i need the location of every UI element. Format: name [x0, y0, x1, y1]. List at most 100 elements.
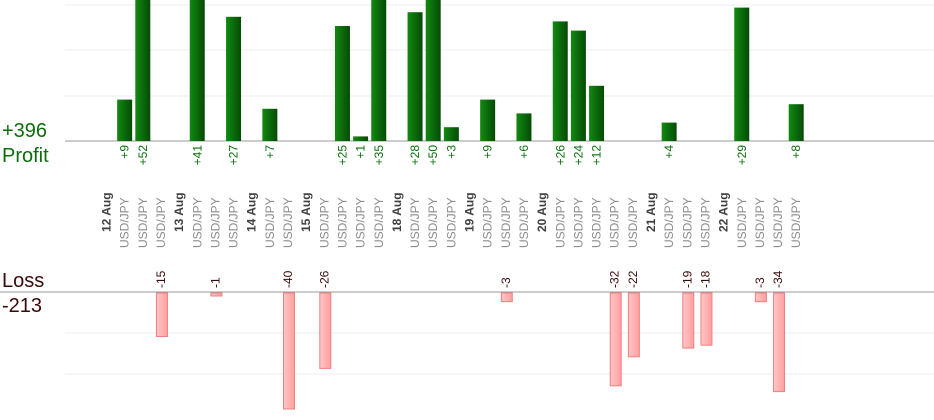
pair-label: USD/JPY: [680, 197, 694, 248]
profit-value-label: +25: [335, 145, 349, 166]
profit-value-label: +41: [190, 145, 204, 166]
date-label: 18 Aug: [390, 192, 404, 232]
grid-lines: [65, 4, 934, 375]
profit-value-label: +35: [372, 145, 386, 166]
profit-value-label: +26: [553, 145, 567, 166]
pair-label: USD/JPY: [735, 197, 749, 248]
date-label: 20 Aug: [535, 192, 549, 232]
pair-label: USD/JPY: [753, 197, 767, 248]
date-label: 14 Aug: [245, 192, 259, 232]
profit-bar: [371, 0, 387, 141]
pair-label: USD/JPY: [771, 197, 785, 248]
loss-bar: [500, 292, 513, 303]
profit-bar: [661, 122, 677, 141]
pair-label: USD/JPY: [698, 197, 712, 248]
pair-label: USD/JPY: [317, 197, 331, 248]
loss-total: -213: [2, 295, 43, 317]
pair-label: USD/JPY: [208, 197, 222, 248]
profit-bar: [788, 104, 804, 141]
profit-value-label: +12: [590, 145, 604, 166]
profit-bar: [334, 26, 350, 141]
profit-bar: [443, 127, 459, 141]
date-label: 19 Aug: [463, 192, 477, 232]
profit-bar: [480, 99, 496, 141]
loss-bar: [773, 292, 786, 393]
pair-label: USD/JPY: [372, 197, 386, 248]
loss-label: Loss: [2, 270, 45, 292]
loss-bar: [283, 292, 295, 410]
pair-label: USD/JPY: [190, 197, 204, 248]
profit-bar: [570, 30, 586, 142]
profit-bar: [353, 136, 369, 141]
loss-bar: [210, 292, 223, 297]
pair-label: USD/JPY: [426, 197, 440, 248]
profit-bar: [425, 0, 441, 141]
date-label: 12 Aug: [100, 192, 114, 232]
profit-value-label: +8: [789, 145, 803, 159]
labels: 12 Aug USD/JPY +9 USD/JPY +52 USD/JPY -15 13 Au…: [100, 145, 804, 288]
pair-label: USD/JPY: [263, 197, 277, 248]
profit-bar: [589, 85, 605, 141]
pair-label: USD/JPY: [281, 197, 295, 248]
profit-bar: [135, 0, 151, 141]
loss-bar: [682, 292, 695, 349]
profit-value-label: +24: [571, 145, 585, 166]
profit-value-label: +9: [481, 145, 495, 159]
loss-bar: [627, 292, 640, 358]
date-label: 15 Aug: [299, 192, 313, 232]
profit-value-label: +4: [662, 145, 676, 159]
profit-bar: [226, 16, 242, 141]
loss-bar: [700, 292, 713, 346]
loss-value-label: -3: [753, 277, 767, 288]
profit-value-label: +29: [735, 145, 749, 166]
profit-value-label: +27: [227, 145, 241, 166]
date-label: 21 Aug: [644, 192, 658, 232]
loss-value-label: -34: [771, 270, 785, 288]
loss-value-label: -40: [281, 270, 295, 288]
bars: [117, 0, 804, 410]
loss-bar: [754, 292, 767, 303]
date-label: 13 Aug: [172, 192, 186, 232]
loss-value-label: -1: [208, 277, 222, 288]
loss-value-label: -26: [317, 270, 331, 288]
pair-label: USD/JPY: [335, 197, 349, 248]
loss-value-label: -15: [154, 270, 168, 288]
profit-value-label: +6: [517, 145, 531, 159]
pair-label: USD/JPY: [354, 197, 368, 248]
profit-value-label: +3: [444, 145, 458, 159]
pair-label: USD/JPY: [136, 197, 150, 248]
pair-label: USD/JPY: [590, 197, 604, 248]
date-label: 22 Aug: [717, 192, 731, 232]
pair-label: USD/JPY: [408, 197, 422, 248]
profit-bar: [407, 12, 423, 142]
loss-bar: [155, 292, 168, 337]
loss-value-label: -18: [698, 270, 712, 288]
profit-bar: [516, 113, 532, 141]
loss-bar: [609, 292, 622, 387]
profit-value-label: +52: [136, 145, 150, 166]
profit-value-label: +9: [118, 145, 132, 159]
pair-label: USD/JPY: [626, 197, 640, 248]
pair-label: USD/JPY: [118, 197, 132, 248]
pair-label: USD/JPY: [662, 197, 676, 248]
profit-value-label: +50: [426, 145, 440, 166]
profit-label: Profit: [2, 145, 49, 167]
pair-label: USD/JPY: [499, 197, 513, 248]
profit-bar: [117, 99, 133, 141]
pair-label: USD/JPY: [154, 197, 168, 248]
loss-value-label: -22: [626, 270, 640, 288]
profit-bar: [734, 7, 750, 141]
profit-value-label: +28: [408, 145, 422, 166]
pair-label: USD/JPY: [517, 197, 531, 248]
profit-value-label: +7: [263, 145, 277, 159]
loss-bar: [319, 292, 332, 369]
profit-total: +396: [2, 120, 48, 142]
pair-label: USD/JPY: [608, 197, 622, 248]
profit-value-label: +1: [354, 145, 368, 159]
pair-label: USD/JPY: [481, 197, 495, 248]
loss-value-label: -32: [608, 270, 622, 288]
pair-label: USD/JPY: [553, 197, 567, 248]
pair-label: USD/JPY: [789, 197, 803, 248]
pair-label: USD/JPY: [571, 197, 585, 248]
pair-label: USD/JPY: [444, 197, 458, 248]
